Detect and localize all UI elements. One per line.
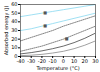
svg-text:20: 20 <box>11 36 17 42</box>
svg-text:20: 20 <box>82 58 88 64</box>
svg-text:0: 0 <box>62 58 65 64</box>
svg-text:■: ■ <box>65 36 69 41</box>
svg-text:60: 60 <box>11 1 17 7</box>
svg-text:0: 0 <box>14 53 18 60</box>
svg-text:Absorbed energy (J): Absorbed energy (J) <box>3 6 10 56</box>
svg-text:10: 10 <box>11 44 17 50</box>
svg-text:■: ■ <box>43 23 47 28</box>
svg-text:30: 30 <box>11 27 17 33</box>
svg-text:40: 40 <box>11 18 17 24</box>
svg-text:Temperature (°C): Temperature (°C) <box>35 65 79 72</box>
svg-text:■: ■ <box>43 10 47 15</box>
svg-text:30: 30 <box>92 58 98 64</box>
svg-text:50: 50 <box>11 10 17 16</box>
svg-text:-40: -40 <box>16 58 24 64</box>
svg-text:-20: -20 <box>38 58 46 64</box>
svg-text:-30: -30 <box>27 58 35 64</box>
svg-text:-10: -10 <box>49 58 57 64</box>
svg-text:10: 10 <box>71 58 77 64</box>
